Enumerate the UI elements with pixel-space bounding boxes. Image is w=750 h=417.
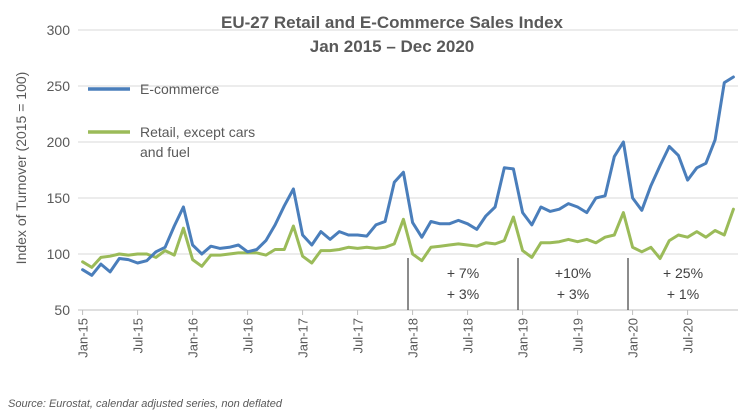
annotation-1-ecommerce-growth: + 7% xyxy=(447,265,479,281)
y-tick-labels: 50 100 150 200 250 300 xyxy=(47,22,71,318)
y-axis-title: Index of Turnover (2015 = 100) xyxy=(13,72,29,265)
legend-label-ecommerce: E-commerce xyxy=(140,81,220,97)
annotation-2-ecommerce-growth: +10% xyxy=(555,265,591,281)
annotation-1-retail-growth: + 3% xyxy=(447,286,479,302)
legend: E-commerce Retail, except cars and fuel xyxy=(88,81,255,160)
x-tick-label-jan-19: Jan-19 xyxy=(516,318,531,358)
chart-subtitle: Jan 2015 – Dec 2020 xyxy=(310,37,474,56)
source-note: Source: Eurostat, calendar adjusted seri… xyxy=(8,398,283,410)
legend-label-retail-line-1: Retail, except cars xyxy=(140,124,255,140)
x-tick-label-jul-17: Jul-17 xyxy=(351,318,366,353)
x-tick-labels: Jan-15 Jul-15 Jan-16 Jul-16 Jan-17 Jul-17 Jan-… xyxy=(76,310,696,358)
x-tick-label-jan-18: Jan-18 xyxy=(406,318,421,358)
x-tick-label-jul-16: Jul-16 xyxy=(241,318,256,353)
annotation-2-retail-growth: + 3% xyxy=(557,286,589,302)
x-tick-label-jan-17: Jan-17 xyxy=(296,318,311,358)
y-tick-label-300: 300 xyxy=(47,22,71,38)
annotation-3-retail-growth: + 1% xyxy=(667,286,699,302)
y-tick-label-50: 50 xyxy=(54,302,70,318)
chart-title: EU-27 Retail and E-Commerce Sales Index xyxy=(221,13,564,32)
x-tick-label-jan-20: Jan-20 xyxy=(626,318,641,358)
x-tick-label-jul-19: Jul-19 xyxy=(571,318,586,353)
legend-label-retail-line-2: and fuel xyxy=(140,144,190,160)
x-tick-label-jul-18: Jul-18 xyxy=(461,318,476,353)
y-tick-label-100: 100 xyxy=(47,246,71,262)
series-line-retail xyxy=(81,207,735,269)
growth-annotations: + 7% + 3% +10% + 3% + 25% + 1% xyxy=(407,258,703,310)
x-tick-label-jan-15: Jan-15 xyxy=(76,318,91,358)
legend-label-retail: Retail, except cars and fuel xyxy=(140,124,255,160)
series-lines xyxy=(81,75,735,277)
y-tick-label-150: 150 xyxy=(47,190,71,206)
x-tick-label-jan-16: Jan-16 xyxy=(186,318,201,358)
y-tick-label-200: 200 xyxy=(47,134,71,150)
x-tick-label-jul-20: Jul-20 xyxy=(681,318,696,353)
series-line-ecommerce xyxy=(81,75,735,277)
y-tick-label-250: 250 xyxy=(47,78,71,94)
annotation-3-ecommerce-growth: + 25% xyxy=(663,265,703,281)
x-tick-label-jul-15: Jul-15 xyxy=(131,318,146,353)
